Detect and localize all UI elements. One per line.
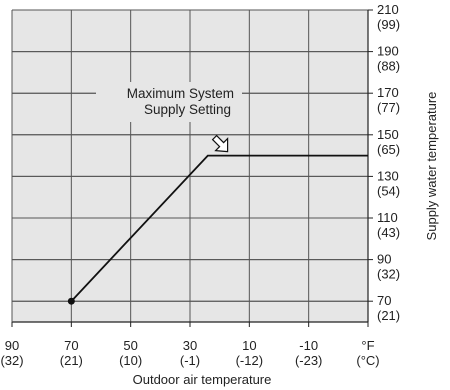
x-tick-label: -10: [299, 338, 318, 353]
y-tick-label: 130: [377, 168, 399, 183]
y-tick-sublabel: (54): [377, 183, 400, 198]
annotation-line-1: Maximum System: [127, 86, 234, 101]
x-axis-title: Outdoor air temperature: [133, 372, 272, 387]
y-tick-sublabel: (88): [377, 59, 400, 74]
series-layer: [67, 154, 368, 305]
y-tick-label: 70: [377, 293, 391, 308]
y-axis-title: Supply water temperature: [424, 92, 439, 241]
x-tick-sublabel: (-1): [180, 353, 200, 368]
annotation-background: [96, 82, 242, 122]
x-tick-label: 90: [5, 338, 19, 353]
x-tick-sublabel: (32): [0, 353, 23, 368]
y-tick-sublabel: (43): [377, 225, 400, 240]
grid-lines: [11, 9, 369, 322]
y-tick-sublabel: (99): [377, 17, 400, 32]
y-tick-sublabel: (21): [377, 308, 400, 323]
arrow-icon: [211, 134, 229, 153]
y-tick-labels: 70(21) 90(32) 110(43) 130(54) 150(65) 170(77)…: [377, 2, 400, 323]
y-tick-label: 150: [377, 127, 399, 142]
axes: [11, 9, 373, 327]
annotation-line-2: Supply Setting: [144, 102, 231, 117]
x-tick-label: °F: [361, 338, 374, 353]
x-tick-label: 70: [64, 338, 78, 353]
y-tick-sublabel: (65): [377, 142, 400, 157]
x-tick-label: 30: [183, 338, 197, 353]
y-tick-sublabel: (77): [377, 100, 400, 115]
x-tick-sublabel: (°C): [356, 353, 379, 368]
x-tick-labels: 90(32) 70(21) 50(10) 30(-1) 10(-12) -10(-23) °…: [0, 338, 379, 368]
x-tick-sublabel: (-23): [295, 353, 322, 368]
y-tick-label: 110: [377, 210, 398, 225]
y-tick-label: 210: [377, 2, 399, 17]
y-tick-label: 190: [377, 44, 399, 59]
annotation: Maximum System Supply Setting: [96, 82, 242, 153]
x-tick-label: 50: [123, 338, 137, 353]
series-line: [70, 154, 368, 302]
y-tick-label: 170: [377, 85, 399, 100]
y-tick-label: 90: [377, 252, 391, 267]
y-tick-sublabel: (32): [377, 267, 400, 282]
x-tick-label: 10: [242, 338, 256, 353]
x-tick-sublabel: (21): [60, 353, 83, 368]
x-tick-sublabel: (10): [119, 353, 142, 368]
x-tick-sublabel: (-12): [236, 353, 263, 368]
data-point: [67, 297, 75, 305]
